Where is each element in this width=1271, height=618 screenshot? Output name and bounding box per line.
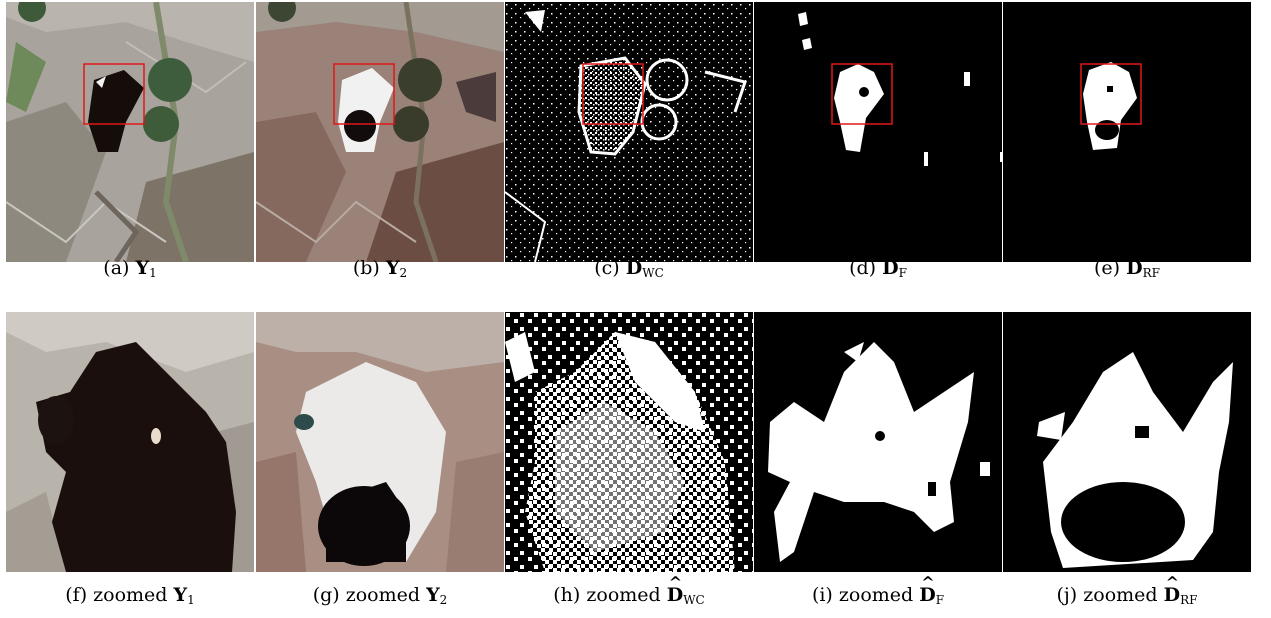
roi-box — [83, 63, 145, 125]
map-d-f — [754, 2, 1002, 262]
zoomed-map-d-wc — [505, 312, 753, 572]
roi-box — [582, 63, 644, 125]
roi-box — [831, 63, 893, 125]
caption-j: (j) zoomed DRF — [1003, 571, 1251, 612]
map-d-wc — [505, 2, 753, 262]
caption-h: (h) zoomed DWC — [505, 571, 753, 612]
zoomed-map-d-f — [754, 312, 1002, 572]
image-y1 — [6, 2, 254, 262]
caption-d: (d) DF — [754, 244, 1002, 285]
caption-e: (e) DRF — [1003, 244, 1251, 285]
map-d-rf — [1003, 2, 1251, 262]
caption-c: (c) DWC — [505, 244, 753, 285]
image-y2 — [256, 2, 504, 262]
zoomed-map-d-rf — [1003, 312, 1251, 572]
zoomed-image-y2 — [256, 312, 504, 572]
zoomed-image-y1 — [6, 312, 254, 572]
caption-f: (f) zoomed Y1 — [65, 584, 195, 607]
caption-b: (b) Y2 — [352, 257, 408, 280]
caption-g: (g) zoomed Y2 — [312, 584, 448, 607]
caption-a: (a) Y1 — [103, 257, 157, 280]
roi-box — [1080, 63, 1142, 125]
caption-i: (i) zoomed DF — [754, 571, 1002, 612]
roi-box — [333, 63, 395, 125]
